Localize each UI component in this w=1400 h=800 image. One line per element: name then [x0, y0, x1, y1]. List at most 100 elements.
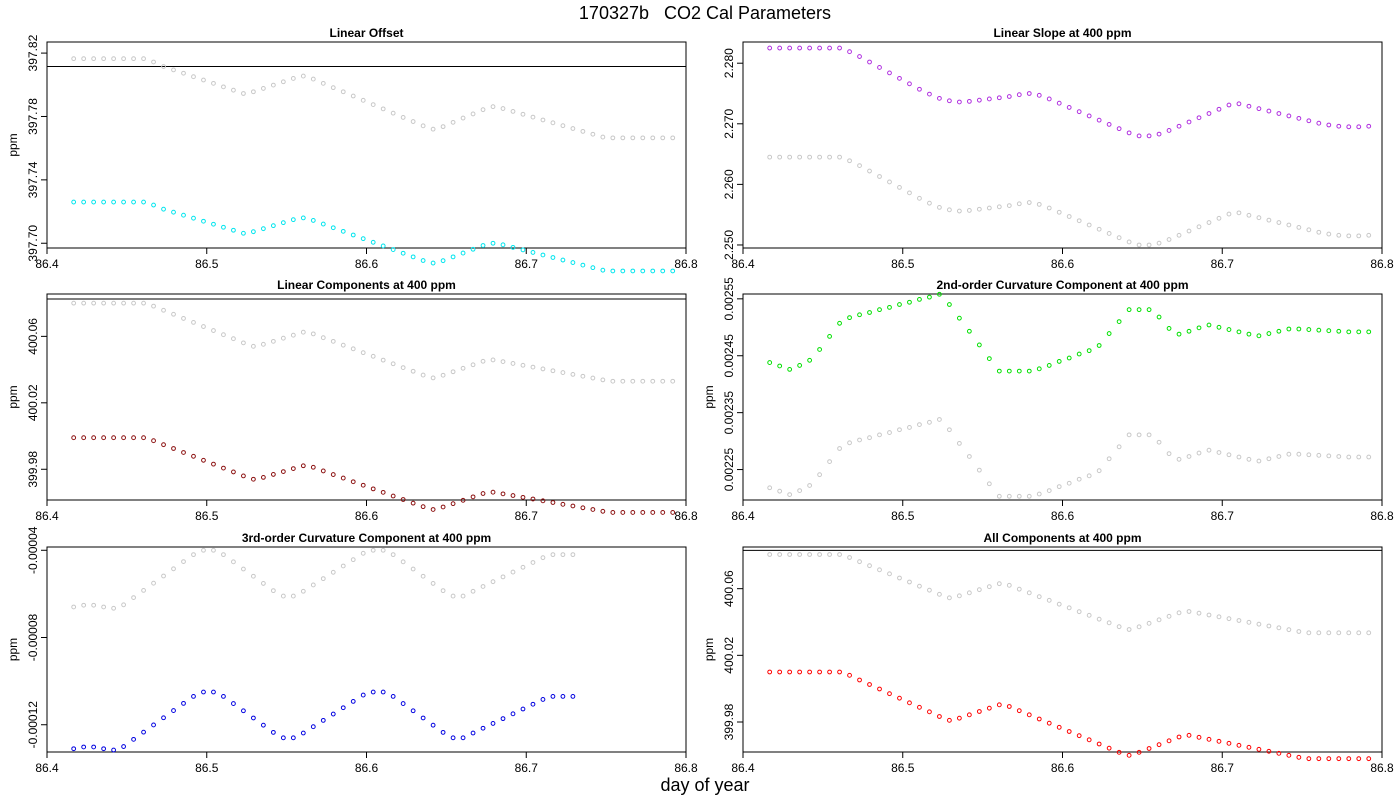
data-point	[111, 56, 117, 62]
data-point	[330, 85, 336, 91]
data-point	[1136, 432, 1142, 438]
data-point	[450, 501, 456, 507]
data-point	[191, 552, 196, 558]
panel-5: 3rd-order Curvature Component at 400 ppm…	[6, 526, 698, 775]
series-2nd-order-curvature	[767, 291, 1372, 374]
data-point	[640, 510, 646, 515]
data-point	[867, 168, 872, 174]
data-point	[1306, 227, 1312, 233]
data-point	[201, 689, 206, 695]
data-point	[330, 711, 336, 717]
data-point	[151, 580, 156, 586]
y-tick-label: 2.260	[722, 169, 736, 199]
data-point	[630, 510, 636, 515]
data-point	[570, 503, 576, 509]
data-point	[847, 49, 852, 55]
y-tick-label: -0.00012	[26, 701, 40, 749]
data-point	[1286, 222, 1292, 228]
data-point	[650, 510, 656, 515]
data-point	[917, 297, 922, 302]
x-tick-label: 86.4	[731, 509, 755, 523]
x-tick-label: 86.6	[355, 761, 379, 775]
data-point	[976, 97, 982, 103]
data-point	[857, 54, 862, 59]
data-point	[410, 500, 416, 506]
data-point	[430, 507, 436, 512]
data-point	[1066, 355, 1072, 361]
data-point	[1356, 124, 1362, 130]
y-tick-label: 400.02	[722, 637, 736, 674]
data-point	[610, 268, 616, 274]
data-point	[1256, 621, 1262, 627]
data-point	[360, 236, 366, 242]
data-point	[221, 693, 226, 699]
data-point	[1016, 92, 1022, 98]
data-point	[1306, 327, 1312, 332]
data-point	[1106, 122, 1112, 127]
data-point	[777, 154, 783, 160]
y-tick-label: -0.00004	[26, 526, 40, 574]
data-point	[1306, 630, 1312, 636]
data-point	[1286, 627, 1292, 633]
x-tick-label: 86.8	[674, 761, 698, 775]
data-point	[260, 226, 266, 232]
x-axis-label: day of year	[660, 775, 750, 795]
data-point	[400, 250, 406, 256]
data-point	[1266, 331, 1272, 336]
data-point	[171, 566, 176, 572]
data-point	[660, 268, 666, 274]
data-point	[1166, 237, 1172, 242]
data-point	[520, 111, 526, 117]
data-point	[181, 559, 186, 565]
data-point	[1046, 205, 1052, 211]
data-point	[260, 475, 266, 480]
data-point	[1276, 328, 1282, 334]
data-point	[91, 199, 97, 205]
data-point	[1216, 324, 1222, 330]
data-point	[111, 199, 117, 205]
series-reference	[767, 417, 1372, 499]
data-point	[867, 59, 872, 65]
data-point	[887, 304, 892, 310]
data-point	[986, 481, 992, 487]
data-point	[151, 202, 156, 208]
y-tick-label: 400.06	[722, 570, 736, 607]
data-point	[270, 472, 276, 477]
data-point	[290, 332, 296, 338]
data-point	[280, 735, 286, 741]
data-point	[807, 483, 813, 488]
data-point	[1156, 314, 1162, 320]
data-point	[996, 368, 1002, 374]
x-tick-label: 86.6	[1051, 257, 1075, 271]
data-point	[1016, 586, 1022, 592]
data-point	[560, 693, 566, 699]
data-point	[460, 735, 466, 741]
data-point	[817, 45, 823, 51]
data-point	[1086, 113, 1092, 119]
data-point	[976, 587, 982, 593]
data-point	[360, 482, 366, 488]
data-point	[630, 378, 636, 384]
data-point	[191, 693, 196, 699]
data-point	[1226, 740, 1232, 746]
data-point	[827, 459, 832, 464]
data-point	[1316, 229, 1322, 235]
data-point	[410, 119, 416, 124]
data-point	[1036, 716, 1042, 722]
data-point	[1076, 351, 1082, 357]
data-point	[937, 591, 942, 597]
data-point	[1106, 331, 1112, 336]
data-point	[400, 497, 406, 502]
data-point	[1076, 609, 1082, 615]
data-point	[241, 473, 246, 479]
data-point	[191, 215, 196, 221]
data-point	[270, 729, 276, 735]
x-tick-label: 86.4	[731, 761, 755, 775]
data-point	[101, 746, 107, 752]
data-point	[1346, 630, 1352, 636]
data-point	[907, 299, 912, 305]
data-point	[620, 268, 626, 274]
y-tick-label: -0.00008	[26, 613, 40, 661]
data-point	[231, 559, 236, 565]
data-point	[1036, 491, 1042, 497]
